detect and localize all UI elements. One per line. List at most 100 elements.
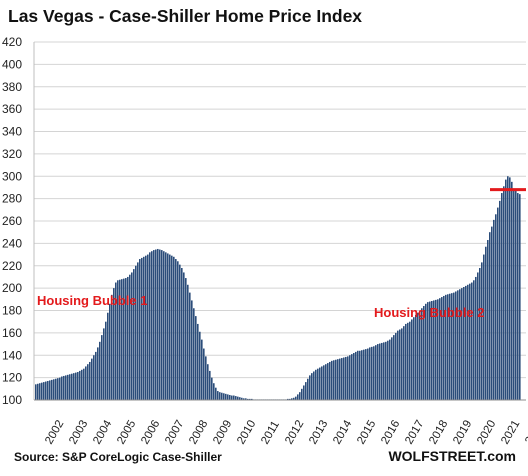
- bar: [301, 388, 303, 400]
- bar: [299, 392, 301, 400]
- bar: [323, 365, 325, 400]
- bar: [165, 252, 167, 400]
- bar: [185, 278, 187, 400]
- bar: [423, 306, 425, 400]
- bar: [479, 267, 481, 400]
- x-tick-label: 2015: [355, 418, 378, 446]
- y-tick-label: 100: [2, 393, 22, 407]
- x-tick-label: 2020: [475, 418, 498, 446]
- bar: [231, 395, 233, 400]
- bar: [427, 302, 429, 400]
- bar: [193, 308, 195, 400]
- y-tick-label: 200: [2, 281, 22, 295]
- bar: [449, 293, 451, 400]
- bar: [315, 369, 317, 400]
- y-tick-label: 300: [2, 169, 22, 183]
- bar: [217, 391, 219, 400]
- bar: [105, 321, 107, 400]
- x-tick-label: 2011: [259, 419, 282, 446]
- bar: [147, 254, 149, 400]
- x-tick-label: 2019: [451, 418, 474, 446]
- x-tick-label: 2007: [163, 418, 186, 446]
- bar: [85, 366, 87, 400]
- bar: [95, 351, 97, 400]
- bar: [195, 316, 197, 400]
- bar: [149, 252, 151, 400]
- bar: [367, 348, 369, 400]
- bar: [45, 381, 47, 400]
- bar: [101, 335, 103, 400]
- chart-title: Las Vegas - Case-Shiller Home Price Inde…: [8, 6, 363, 26]
- bar: [111, 294, 113, 400]
- bar: [115, 282, 117, 400]
- bar: [145, 255, 147, 400]
- bar: [183, 272, 185, 400]
- bar: [389, 339, 391, 400]
- bar: [73, 373, 75, 400]
- x-tick-label: 2004: [91, 418, 114, 447]
- bar: [495, 214, 497, 400]
- bar: [355, 351, 357, 400]
- bar: [237, 396, 239, 400]
- bar: [189, 292, 191, 400]
- bar: [221, 392, 223, 400]
- x-tick-label: 2013: [307, 418, 330, 446]
- bar: [447, 294, 449, 400]
- bar: [65, 375, 67, 400]
- bar: [439, 298, 441, 400]
- bar: [453, 292, 455, 400]
- y-tick-label: 360: [2, 102, 22, 116]
- bar: [251, 398, 253, 400]
- bar: [227, 394, 229, 400]
- bar: [371, 346, 373, 400]
- bar: [127, 276, 129, 400]
- bar: [249, 398, 251, 400]
- y-tick-label: 240: [2, 236, 22, 250]
- bar: [343, 357, 345, 400]
- bar: [83, 368, 85, 400]
- bar: [103, 328, 105, 400]
- bar: [151, 251, 153, 400]
- bar: [373, 346, 375, 400]
- bar: [471, 282, 473, 400]
- bar: [311, 373, 313, 400]
- bar: [71, 373, 73, 400]
- bar: [89, 361, 91, 400]
- bar: [359, 350, 361, 400]
- bar: [137, 262, 139, 400]
- bar: [515, 190, 517, 400]
- bar: [179, 264, 181, 400]
- bar: [35, 384, 37, 400]
- bar: [303, 385, 305, 400]
- bar: [297, 394, 299, 400]
- bar: [455, 291, 457, 400]
- bar: [383, 342, 385, 400]
- bar: [417, 312, 419, 400]
- bar: [347, 356, 349, 400]
- bar: [215, 387, 217, 400]
- y-tick-label: 400: [2, 57, 22, 71]
- bar: [79, 370, 81, 400]
- bar: [421, 308, 423, 400]
- bar: [477, 272, 479, 400]
- bar: [413, 317, 415, 400]
- bar: [409, 321, 411, 400]
- bar: [235, 396, 237, 400]
- bar: [349, 355, 351, 400]
- bar: [171, 255, 173, 400]
- bar: [153, 250, 155, 400]
- bar: [429, 301, 431, 400]
- bar: [119, 279, 121, 400]
- y-tick-label: 180: [2, 304, 22, 318]
- y-tick-label: 320: [2, 147, 22, 161]
- bar: [503, 186, 505, 400]
- bar: [385, 341, 387, 400]
- bar: [91, 358, 93, 400]
- bar: [187, 284, 189, 400]
- bar: [517, 193, 519, 400]
- bar: [325, 364, 327, 400]
- bar: [481, 262, 483, 400]
- bar: [497, 207, 499, 400]
- bar: [287, 398, 289, 400]
- x-tick-label: 2006: [139, 418, 162, 446]
